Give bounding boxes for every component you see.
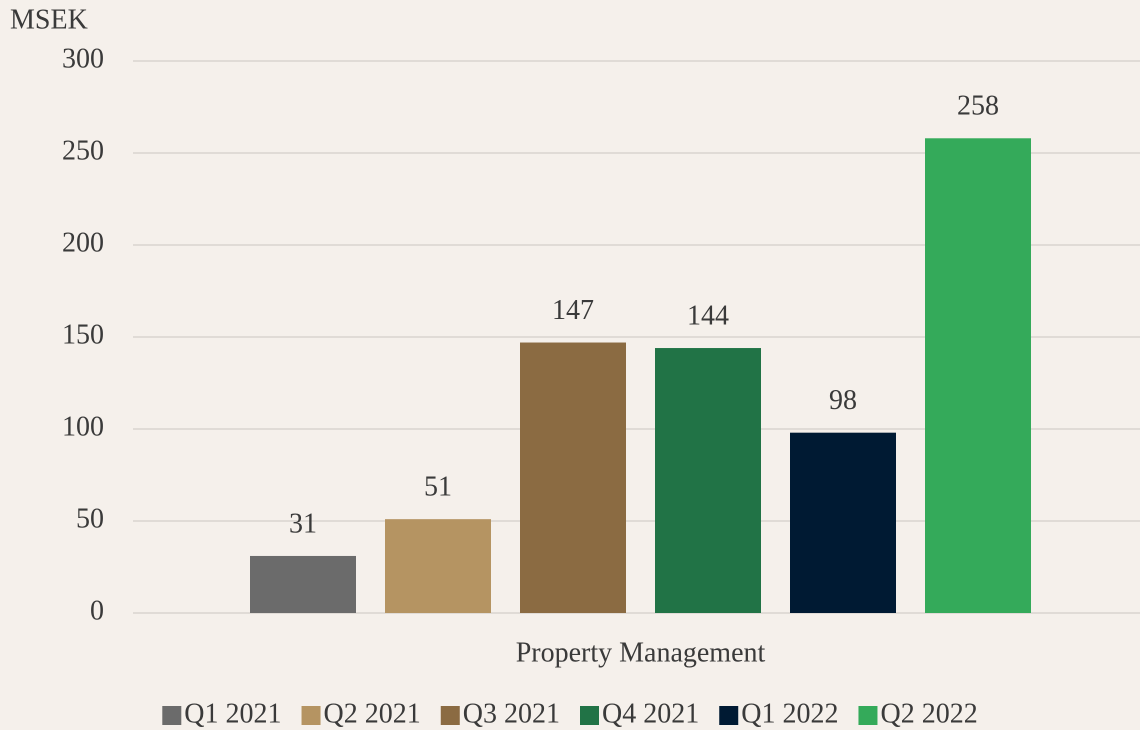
legend-label: Q2 2021	[324, 698, 421, 729]
y-axis-label: MSEK	[10, 4, 88, 35]
y-tick-label: 300	[62, 43, 104, 74]
y-tick-label: 0	[90, 595, 104, 626]
data-label: 258	[957, 91, 999, 122]
legend-label: Q4 2021	[602, 698, 699, 729]
bar	[790, 432, 896, 613]
y-tick-label: 150	[62, 319, 104, 350]
bar	[385, 519, 491, 613]
legend-label: Q2 2022	[880, 698, 977, 729]
legend-swatch	[580, 706, 599, 725]
bar	[520, 342, 626, 613]
legend-swatch	[301, 706, 321, 725]
y-tick-label: 50	[76, 503, 104, 534]
legend-label: Q1 2022	[741, 698, 838, 729]
legend-swatch	[162, 706, 182, 725]
x-axis-label: Property Management	[516, 637, 766, 668]
y-tick-label: 200	[62, 227, 104, 258]
data-label: 147	[552, 295, 594, 326]
legend-swatch	[719, 706, 739, 725]
data-label: 51	[424, 472, 452, 503]
data-label: 144	[687, 300, 729, 331]
data-label: 31	[289, 508, 317, 539]
bar	[250, 555, 356, 613]
legend-label: Q3 2021	[463, 698, 560, 729]
bar	[655, 348, 761, 613]
legend-swatch	[858, 706, 878, 725]
data-label: 98	[829, 385, 857, 416]
bar	[925, 138, 1031, 613]
legend-swatch	[440, 706, 460, 725]
y-tick-label: 250	[62, 135, 104, 166]
legend-label: Q1 2021	[184, 698, 281, 729]
y-tick-label: 100	[62, 411, 104, 442]
